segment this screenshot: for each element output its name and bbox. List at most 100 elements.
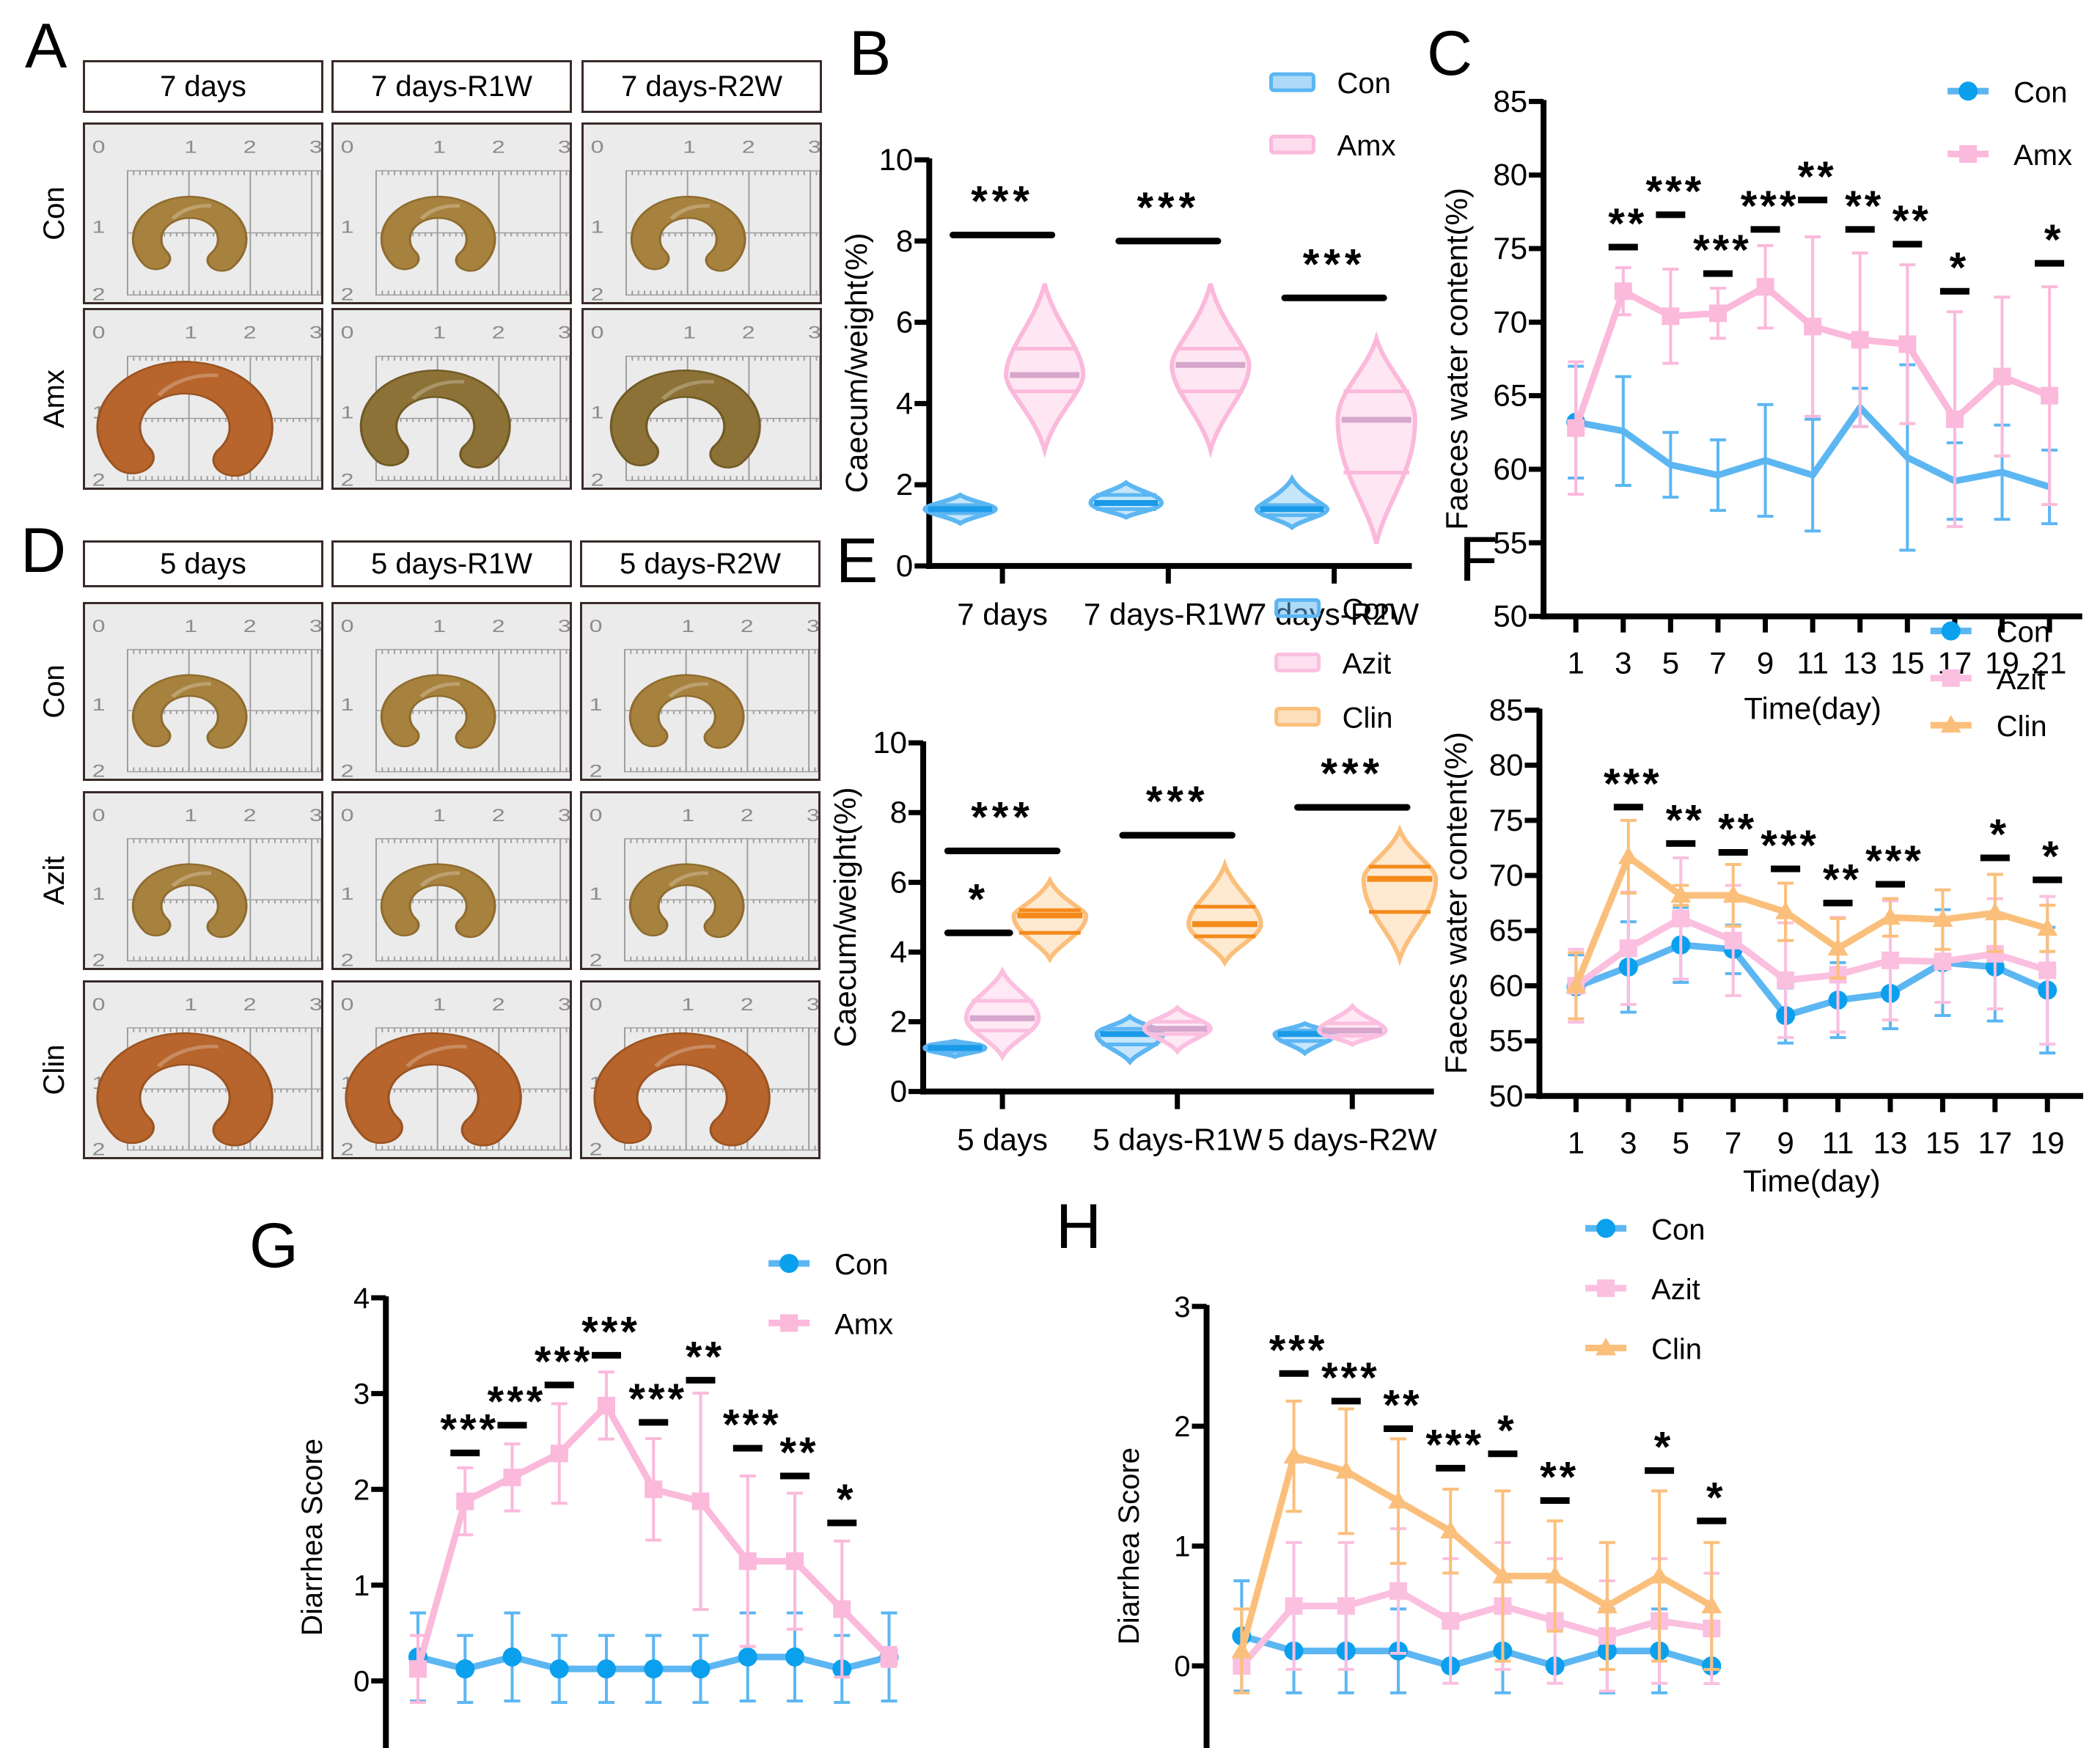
data-point: [1544, 1565, 1565, 1584]
ruler-label: 0: [341, 994, 354, 1014]
caecum-photo-image: 012312: [85, 604, 321, 779]
x-axis-label: Time(day): [1743, 1164, 1880, 1198]
ruler-label: 2: [742, 137, 755, 157]
ruler-label: 2: [243, 805, 257, 825]
x-tick-label: 17: [1978, 1125, 2012, 1160]
significance-label: *: [2044, 216, 2064, 264]
y-tick-label: 8: [890, 795, 907, 829]
ruler-label: 1: [92, 884, 106, 903]
data-point: [1440, 1521, 1461, 1539]
y-tick-label: 75: [1493, 231, 1527, 265]
data-point: [1285, 1597, 1303, 1615]
caecum-photo-image: 012312: [85, 983, 321, 1157]
data-point: [1672, 909, 1690, 928]
y-tick-label: 0: [353, 1666, 370, 1698]
legend-marker: [1959, 145, 1978, 163]
ruler-label: 2: [92, 761, 106, 779]
x-tick-label: 11: [1822, 1125, 1854, 1160]
ruler-label: 1: [433, 137, 446, 157]
row-label: Con: [38, 186, 70, 240]
y-tick-label: 85: [1489, 692, 1524, 727]
ruler-grid: [126, 838, 321, 962]
x-tick-label: 5: [1673, 1125, 1689, 1160]
significance-label: ***: [1865, 837, 1924, 885]
x-tick-label: 9: [1777, 1125, 1794, 1160]
y-tick-label: 2: [353, 1474, 370, 1506]
ruler-label: 3: [309, 994, 321, 1014]
column-header: 7 days: [83, 60, 323, 113]
significance-label: ***: [1146, 778, 1209, 826]
legend-label: Amx: [2013, 139, 2072, 172]
legend-label: Con: [1997, 617, 2050, 649]
ruler-label: 2: [741, 616, 754, 636]
data-point: [1283, 1446, 1304, 1464]
violin: [1361, 824, 1439, 966]
data-point: [1804, 317, 1822, 336]
violin: [1088, 480, 1164, 520]
y-tick-label: 70: [1489, 858, 1524, 892]
x-tick-label: 5 days-R2W: [1268, 1123, 1437, 1157]
caecum-photo-image: 012312: [584, 125, 820, 302]
caecum-photo: 012312: [331, 308, 572, 490]
legend-label: Amx: [1337, 130, 1395, 162]
x-tick-label: 1: [1568, 1125, 1585, 1160]
data-point: [1932, 909, 1953, 928]
ruler-label: 3: [309, 323, 321, 342]
ruler-label: 3: [807, 805, 818, 825]
ruler-label: 3: [808, 137, 820, 157]
y-tick-label: 85: [1493, 84, 1527, 118]
ruler-label: 3: [808, 323, 820, 342]
ruler-label: 1: [184, 805, 197, 825]
ruler-label: 2: [590, 950, 603, 968]
y-tick-label: 2: [890, 1005, 907, 1039]
violin: [1004, 283, 1086, 459]
series-line: [1574, 915, 2049, 989]
data-point: [597, 1659, 616, 1679]
caecum-photo: 012312: [331, 980, 572, 1159]
series-clin: [1231, 1399, 1722, 1694]
ruler-label: 0: [92, 805, 106, 825]
significance-label: ***: [1321, 750, 1384, 798]
x-tick-label: 5 days-R1W: [1093, 1123, 1262, 1157]
y-tick-label: 1: [1174, 1531, 1190, 1563]
data-point: [738, 1552, 757, 1571]
significance-label: *: [968, 875, 989, 923]
y-tick-label: 10: [879, 142, 914, 177]
legend-item-azit: Azit: [1930, 664, 2045, 696]
caecum-photo: 012312: [83, 791, 323, 970]
legend-swatch: [1269, 134, 1315, 155]
x-tick-label: 7 days-R1W: [1084, 597, 1253, 631]
y-tick-label: 55: [1489, 1024, 1524, 1058]
significance-label: ***: [971, 794, 1034, 842]
data-point: [1335, 1461, 1356, 1479]
ruler-label: 3: [558, 805, 570, 825]
series-azit: [963, 966, 1388, 1062]
ruler-label: 0: [590, 805, 603, 825]
significance-label: ***: [1604, 760, 1662, 808]
data-point: [1775, 901, 1796, 919]
significance-label: **: [1845, 183, 1884, 230]
x-tick-label: 7: [1709, 646, 1726, 680]
caecum-photo: 012312: [83, 122, 323, 304]
y-tick-label: 60: [1493, 452, 1527, 486]
ruler-label: 1: [92, 694, 106, 714]
series-con: [922, 474, 1330, 531]
ruler-label: 2: [492, 323, 505, 342]
significance-label: **: [1892, 197, 1931, 245]
ruler-label: 1: [433, 805, 446, 825]
significance-label: **: [1666, 796, 1705, 844]
series-azit: [1567, 856, 2057, 1046]
series-line: [1238, 1453, 1714, 1652]
chart-e-caecum-weight-azit-clin: 0 2 4 6 8 10 Caecum/weight(%) 5 days 5 days-R1W 5…: [828, 593, 1439, 1157]
caecum-photo: 012312: [581, 122, 822, 304]
significance-label: ***: [723, 1401, 782, 1449]
data-point: [1724, 931, 1742, 950]
significance-label: ***: [535, 1338, 593, 1386]
significance-label: ***: [1303, 240, 1366, 288]
caecum-photo: 012312: [83, 308, 323, 490]
y-tick-label: 70: [1493, 304, 1527, 339]
series-line: [1575, 404, 2051, 491]
data-point: [1777, 971, 1795, 989]
y-axis-label: Faeces water content(%): [1439, 732, 1473, 1074]
x-axis-label: Time(day): [1744, 691, 1881, 726]
